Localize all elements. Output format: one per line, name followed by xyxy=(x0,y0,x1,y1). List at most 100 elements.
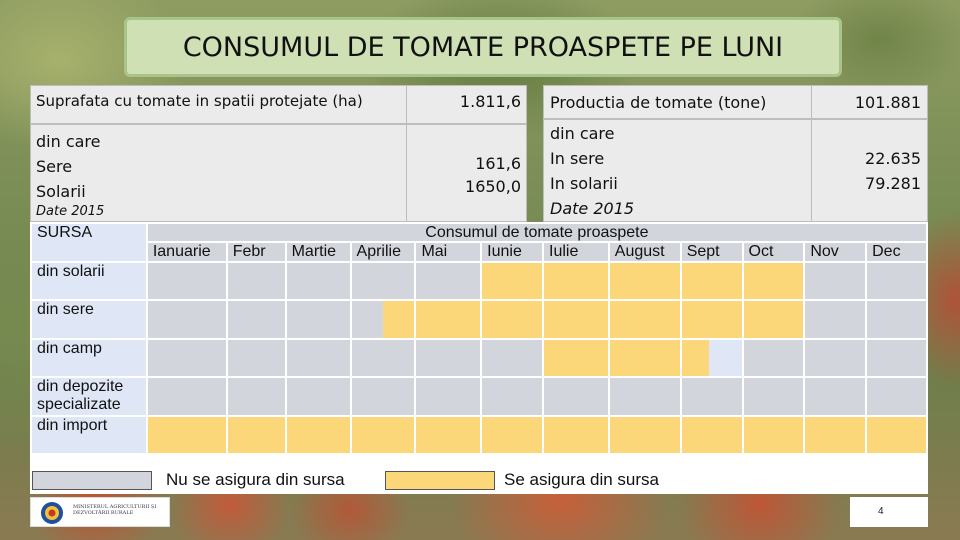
legend-label-supplied: Se asigura din sursa xyxy=(504,470,659,489)
cell-not-supplied xyxy=(414,338,483,378)
cell-not-supplied xyxy=(225,299,287,340)
left-sere-value: 161,6 xyxy=(475,154,521,173)
left-table-area-value-cell: 1.811,6 xyxy=(406,85,527,124)
right-production-label: Productia de tomate (tone) xyxy=(550,93,767,112)
legend-swatch-not-supplied xyxy=(32,471,152,490)
cell-supplied xyxy=(480,261,545,301)
cell-supplied xyxy=(542,299,610,340)
row-label-import: din import xyxy=(30,415,148,455)
right-production-value: 101.881 xyxy=(854,93,921,112)
cell-partially-supplied xyxy=(349,299,417,340)
cell-not-supplied xyxy=(284,338,352,378)
row-label-depozite-line1: din depozite xyxy=(37,378,124,395)
right-table-breakdown-values: 22.635 79.281 xyxy=(811,119,928,222)
row-label-solarii: din solarii xyxy=(30,261,148,301)
month-header: Martie xyxy=(284,241,352,263)
month-header: Febr xyxy=(225,241,287,263)
month-header: Aprilie xyxy=(349,241,417,263)
left-date-note: Date 2015 xyxy=(36,204,105,219)
cell-supplied xyxy=(480,299,545,340)
cell-not-supplied xyxy=(284,261,352,301)
cell-not-supplied xyxy=(225,376,287,417)
cell-supplied xyxy=(679,299,744,340)
legend: Nu se asigura din sursa Se asigura din s… xyxy=(30,468,928,494)
row-label-depozite: din depozite specializate xyxy=(30,376,148,417)
row-label-sere: din sere xyxy=(30,299,148,340)
cell-supplied xyxy=(607,299,682,340)
left-area-label: Suprafata cu tomate in spatii protejate … xyxy=(36,92,363,110)
cell-supplied xyxy=(679,261,744,301)
cell-supplied xyxy=(480,415,545,455)
legend-label-not-supplied: Nu se asigura din sursa xyxy=(166,470,345,489)
cell-not-supplied xyxy=(480,376,545,417)
left-table-breakdown-values: 161,6 1650,0 xyxy=(406,124,527,222)
cell-supplied xyxy=(607,415,682,455)
cell-not-supplied xyxy=(145,299,228,340)
corner-sursa-label: SURSA xyxy=(37,224,93,241)
cell-supplied xyxy=(414,415,483,455)
left-area-value: 1.811,6 xyxy=(459,92,521,111)
slide-title: CONSUMUL DE TOMATE PROASPETE PE LUNI xyxy=(182,31,784,63)
cell-not-supplied xyxy=(284,376,352,417)
left-sere-label: Sere xyxy=(36,157,73,176)
cell-not-supplied xyxy=(865,376,928,417)
right-table-breakdown-labels: din care In sere In solarii Date 2015 xyxy=(543,119,812,222)
corner-sursa-cell: SURSA xyxy=(30,222,148,263)
cell-not-supplied xyxy=(284,299,352,340)
month-header: Oct xyxy=(741,241,806,263)
left-table-label-area: Suprafata cu tomate in spatii protejate … xyxy=(30,85,407,124)
right-sere-value: 22.635 xyxy=(865,149,921,168)
month-header: Iulie xyxy=(542,241,610,263)
month-header: Dec xyxy=(865,241,928,263)
left-blank-line xyxy=(412,129,521,152)
month-header: Sept xyxy=(679,241,744,263)
cell-not-supplied xyxy=(865,299,928,340)
cell-supplied xyxy=(145,415,228,455)
cell-supplied xyxy=(542,261,610,301)
left-solarii-value: 1650,0 xyxy=(465,177,521,196)
right-sere-label: In sere xyxy=(550,149,605,168)
slide-title-box: CONSUMUL DE TOMATE PROASPETE PE LUNI xyxy=(124,17,842,77)
cell-not-supplied xyxy=(225,338,287,378)
cell-not-supplied xyxy=(414,376,483,417)
cell-not-supplied xyxy=(607,376,682,417)
cell-not-supplied xyxy=(865,261,928,301)
cell-not-supplied xyxy=(225,261,287,301)
row-label-camp: din camp xyxy=(30,338,148,378)
cell-not-supplied xyxy=(803,338,868,378)
page-number: 4 xyxy=(878,506,884,517)
month-header: Nov xyxy=(803,241,868,263)
cell-not-supplied xyxy=(741,376,806,417)
cell-not-supplied xyxy=(741,338,806,378)
page-number-box: 4 xyxy=(850,497,928,527)
cell-not-supplied xyxy=(349,261,417,301)
cell-supplied xyxy=(679,415,744,455)
right-table-production-label-cell: Productia de tomate (tone) xyxy=(543,85,812,119)
cell-supplied xyxy=(284,415,352,455)
consumption-table: SURSA Consumul de tomate proaspete Ianua… xyxy=(30,222,929,455)
legend-swatch-supplied xyxy=(385,471,495,490)
consumption-header-cell: Consumul de tomate proaspete xyxy=(145,222,929,243)
left-table-breakdown-labels: din care Sere Solarii Date 2015 xyxy=(30,124,407,222)
cell-supplied xyxy=(225,415,287,455)
cell-supplied xyxy=(741,415,806,455)
cell-not-supplied xyxy=(803,261,868,301)
cell-supplied xyxy=(349,415,417,455)
cell-supplied xyxy=(803,415,868,455)
right-blank-line xyxy=(818,121,921,146)
month-header: August xyxy=(607,241,682,263)
cell-not-supplied xyxy=(803,299,868,340)
cell-supplied xyxy=(607,261,682,301)
cell-not-supplied xyxy=(480,338,545,378)
cell-not-supplied xyxy=(145,338,228,378)
cell-supplied xyxy=(607,338,682,378)
right-solarii-label: In solarii xyxy=(550,174,618,193)
left-din-care: din care xyxy=(36,132,101,151)
cell-not-supplied xyxy=(145,376,228,417)
cell-supplied xyxy=(741,299,806,340)
coat-of-arms-icon xyxy=(41,502,63,524)
cell-supplied xyxy=(542,338,610,378)
cell-not-supplied xyxy=(349,376,417,417)
cell-not-supplied xyxy=(679,376,744,417)
month-header: Ianuarie xyxy=(145,241,228,263)
